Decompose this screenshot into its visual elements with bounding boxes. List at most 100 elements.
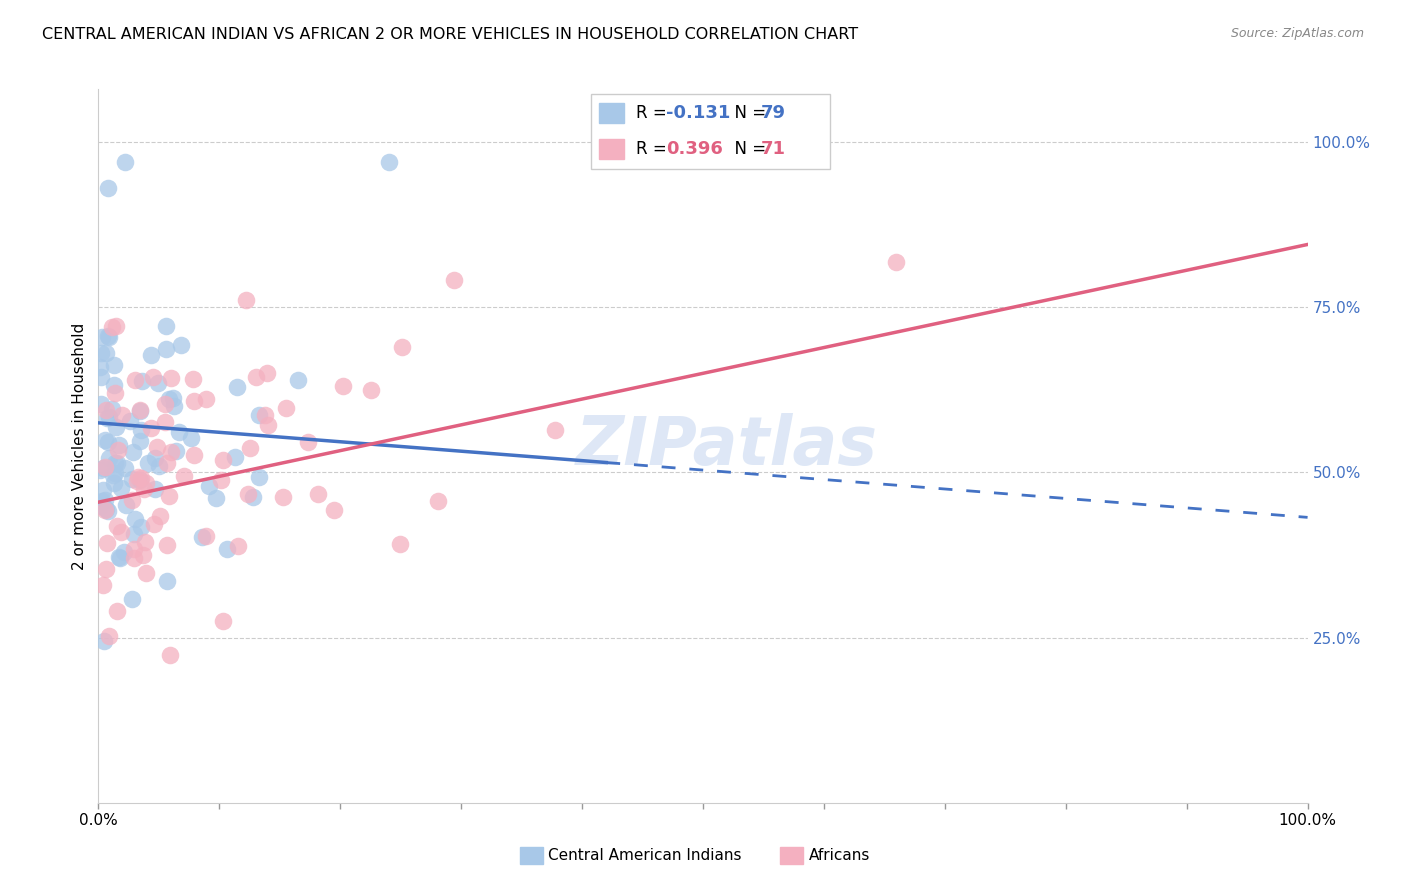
Point bbox=[544, 423, 567, 437]
Point bbox=[91, 461, 114, 475]
Point bbox=[91, 493, 114, 508]
Point bbox=[89, 463, 111, 477]
Point bbox=[157, 489, 180, 503]
Point bbox=[90, 346, 112, 360]
Text: ZIPatlas: ZIPatlas bbox=[576, 413, 879, 479]
Point bbox=[93, 634, 115, 648]
Point bbox=[103, 358, 125, 372]
Point bbox=[273, 490, 295, 504]
Point bbox=[121, 492, 143, 507]
Point bbox=[89, 500, 111, 514]
Point bbox=[121, 592, 143, 607]
Point bbox=[124, 512, 146, 526]
Text: N =: N = bbox=[724, 104, 772, 122]
Point bbox=[111, 408, 134, 422]
Point bbox=[96, 502, 118, 516]
Text: R =: R = bbox=[636, 140, 672, 158]
Point bbox=[115, 498, 138, 512]
Point bbox=[160, 445, 183, 459]
Point bbox=[169, 425, 191, 439]
Point bbox=[297, 435, 319, 450]
Text: -0.131: -0.131 bbox=[666, 104, 731, 122]
Text: N =: N = bbox=[724, 140, 772, 158]
Point bbox=[110, 525, 132, 540]
Text: 0.396: 0.396 bbox=[666, 140, 723, 158]
Point bbox=[124, 527, 146, 541]
Point bbox=[122, 550, 145, 565]
Point bbox=[156, 538, 179, 552]
Text: Central American Indians: Central American Indians bbox=[548, 848, 742, 863]
Point bbox=[114, 154, 136, 169]
Point bbox=[97, 330, 120, 344]
Text: Africans: Africans bbox=[808, 848, 870, 863]
Point bbox=[132, 482, 155, 496]
Point bbox=[121, 472, 143, 486]
Point bbox=[129, 520, 152, 534]
Point bbox=[129, 473, 152, 487]
Point bbox=[247, 409, 270, 423]
Point bbox=[125, 474, 148, 488]
Point bbox=[91, 578, 114, 592]
Point bbox=[101, 320, 124, 334]
Point bbox=[173, 468, 195, 483]
Point bbox=[257, 417, 280, 432]
Point bbox=[239, 441, 262, 455]
Point bbox=[104, 456, 127, 470]
Point bbox=[97, 434, 120, 449]
Point bbox=[121, 445, 143, 459]
Point bbox=[105, 456, 128, 470]
Point bbox=[153, 415, 176, 429]
Point bbox=[94, 492, 117, 507]
Point bbox=[104, 467, 127, 481]
Point bbox=[287, 372, 309, 386]
Point bbox=[129, 434, 152, 449]
Point bbox=[165, 444, 187, 458]
Point bbox=[156, 456, 179, 470]
Point bbox=[163, 399, 186, 413]
Point bbox=[427, 494, 450, 508]
Point bbox=[104, 318, 127, 333]
Point bbox=[148, 376, 170, 391]
Point bbox=[91, 483, 114, 498]
Point bbox=[323, 503, 346, 517]
Point bbox=[247, 469, 270, 483]
Point bbox=[160, 371, 183, 385]
Point bbox=[194, 392, 217, 406]
Point bbox=[98, 409, 121, 424]
Point bbox=[226, 539, 249, 553]
Point bbox=[139, 421, 162, 435]
Point bbox=[242, 490, 264, 504]
Point bbox=[104, 420, 127, 434]
Point bbox=[97, 180, 120, 194]
Point bbox=[153, 397, 176, 411]
Point bbox=[97, 329, 120, 343]
Point bbox=[157, 392, 180, 407]
Point bbox=[136, 456, 159, 470]
Point bbox=[107, 442, 129, 457]
Point bbox=[90, 330, 112, 344]
Point bbox=[146, 440, 169, 454]
Point bbox=[212, 453, 235, 467]
Point bbox=[191, 530, 214, 544]
Point bbox=[274, 401, 297, 415]
Point bbox=[90, 370, 112, 384]
Point bbox=[93, 502, 115, 516]
Point bbox=[97, 450, 120, 465]
Point bbox=[142, 517, 165, 532]
Point bbox=[128, 404, 150, 418]
Point bbox=[155, 319, 177, 334]
Point bbox=[134, 535, 156, 549]
Point bbox=[135, 566, 157, 580]
Point bbox=[127, 470, 149, 484]
Point bbox=[155, 342, 177, 356]
Point bbox=[90, 397, 112, 411]
Point bbox=[332, 379, 354, 393]
Text: 79: 79 bbox=[761, 104, 786, 122]
Point bbox=[89, 359, 111, 374]
Point bbox=[94, 433, 117, 447]
Point bbox=[388, 537, 411, 551]
Point bbox=[204, 491, 226, 506]
Point bbox=[94, 403, 117, 417]
Point bbox=[107, 438, 129, 452]
Point bbox=[105, 519, 128, 533]
